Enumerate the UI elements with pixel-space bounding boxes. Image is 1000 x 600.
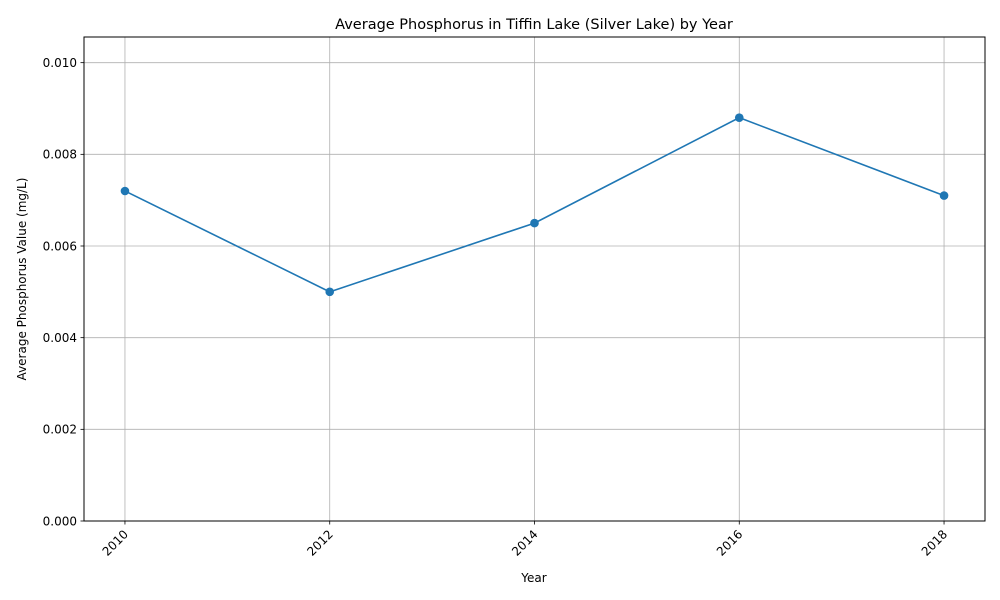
x-tick-label: 2014 [509, 527, 540, 558]
x-axis-ticks: 2010 2012 2014 2016 2018 [100, 521, 950, 559]
chart-title: Average Phosphorus in Tiffin Lake (Silve… [335, 17, 733, 33]
y-tick-label: 0.002 [43, 423, 77, 437]
y-tick-label: 0.004 [43, 331, 77, 345]
data-point [530, 218, 539, 228]
data-point [120, 186, 130, 196]
y-axis-label: Average Phosphorus Value (mg/L) [15, 178, 29, 381]
y-axis-ticks: 0.000 0.002 0.004 0.006 0.008 0.010 [43, 56, 84, 528]
x-tick-label: 2010 [100, 527, 131, 558]
x-tick-label: 2012 [304, 527, 335, 558]
grid-lines [84, 37, 985, 522]
y-tick-label: 0.006 [43, 239, 77, 253]
data-point [734, 113, 744, 122]
x-axis-label: Year [520, 571, 546, 585]
y-tick-label: 0.010 [43, 56, 77, 70]
data-point [939, 191, 949, 200]
y-tick-label: 0.008 [43, 148, 77, 162]
data-series [120, 113, 949, 297]
data-point [325, 287, 335, 297]
x-tick-label: 2018 [919, 527, 950, 558]
y-tick-label: 0.000 [43, 514, 77, 528]
x-tick-label: 2016 [714, 527, 745, 558]
